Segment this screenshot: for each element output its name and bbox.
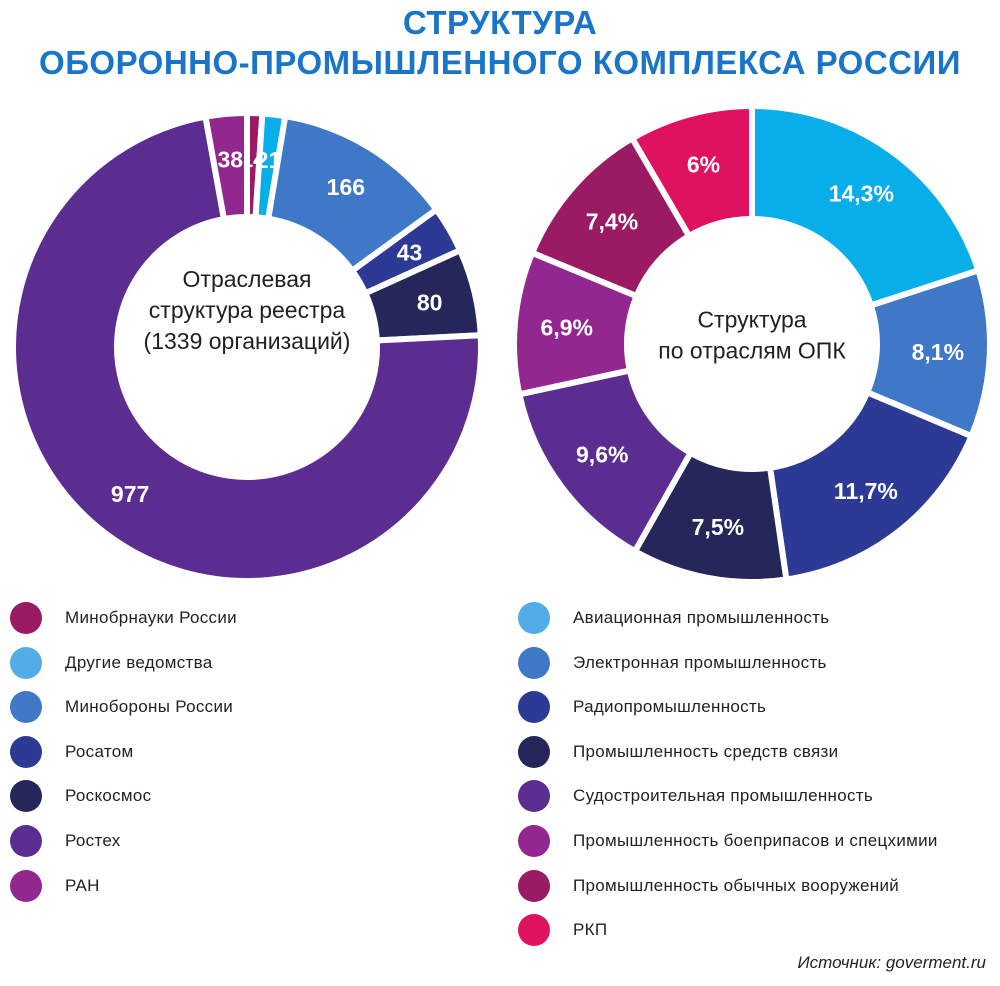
center-label-1-3: (1339 организаций) xyxy=(144,328,351,354)
legend-left-item: Минобрнауки России xyxy=(10,600,237,636)
slice-2-8 xyxy=(628,102,755,241)
legend-label: Промышленность средств связи xyxy=(573,741,839,761)
legend-label: Другие ведомства xyxy=(65,652,213,672)
legend-right-item: Промышленность обычных вооружений xyxy=(518,868,899,904)
legend-label: РАН xyxy=(65,875,100,895)
legend-swatch xyxy=(10,691,42,724)
legend-left-item: Росатом xyxy=(10,734,133,770)
legend-left-item: Роскосмос xyxy=(10,778,151,814)
legend-swatch xyxy=(518,691,550,724)
legend-left-item: Ростех xyxy=(10,823,121,859)
legend-left-item: РАН xyxy=(10,868,100,904)
center-label-1-1: Отраслевая xyxy=(183,266,312,292)
legend-right-item: Промышленность боеприпасов и спецхимии xyxy=(518,823,938,859)
legend-label: Роскосмос xyxy=(65,786,152,806)
slice-label-2-7: 7,4% xyxy=(586,209,638,235)
legend-label: Судостроительная промышленность xyxy=(573,786,874,806)
slice-label-2-3: 11,7% xyxy=(834,478,898,504)
legend-swatch xyxy=(10,869,42,902)
legend-label: Минобрнауки России xyxy=(65,608,237,627)
legend-swatch xyxy=(518,602,550,634)
legend-left-item: Другие ведомства xyxy=(10,645,213,681)
slice-label-2-8: 6% xyxy=(687,151,720,177)
legend-left-item: Минобороны России xyxy=(10,689,233,725)
slice-label-2-4: 7,5% xyxy=(692,514,744,540)
slice-label-2-2: 8,1% xyxy=(912,339,964,365)
legend-label: Электронная промышленность xyxy=(573,652,827,672)
legend-swatch xyxy=(518,869,550,902)
legend-label: Ростех xyxy=(65,831,121,850)
legend-label: Минобороны России xyxy=(65,697,234,717)
legend-label: РКП xyxy=(573,920,608,940)
legend-swatch xyxy=(518,735,550,768)
legend-swatch xyxy=(518,780,550,813)
legend-swatch xyxy=(10,602,42,634)
legend-label: Авиационная промышленность xyxy=(573,608,830,627)
legend-label: Росатом xyxy=(65,741,134,761)
title-line-2: ОБОРОННО-ПРОМЫШЛЕННОГО КОМПЛЕКСА РОССИИ xyxy=(39,44,961,81)
legend-label: Промышленность обычных вооружений xyxy=(573,875,900,895)
legend-swatch xyxy=(518,646,550,679)
slice-label-1-4: 43 xyxy=(397,239,423,265)
legend-right-item: Промышленность средств связи xyxy=(518,734,838,770)
legend-swatch xyxy=(518,825,550,857)
slice-label-1-7: 38 xyxy=(217,147,243,173)
slice-label-1-5: 80 xyxy=(417,290,443,316)
slice-1-6 xyxy=(10,113,484,584)
legend-right-item: Электронная промышленность xyxy=(518,645,827,681)
center-label-1-2: структура реестра xyxy=(149,297,346,323)
donut-chart-2: 14,3% 8,1% 11,7% 7,5% 9,6% 6,9% 7,4% 6% Структур… xyxy=(511,102,993,585)
slice-2-3 xyxy=(766,388,976,583)
legend-right-item: Радиопромышленность xyxy=(518,689,766,725)
legend-right-item: РКП xyxy=(518,912,607,948)
slice-2-1 xyxy=(749,102,983,310)
slice-label-2-5: 9,6% xyxy=(576,441,628,467)
title-line-1: СТРУКТУРА xyxy=(402,4,598,41)
slice-label-2-6: 6,9% xyxy=(541,314,593,340)
legend-swatch xyxy=(518,914,550,947)
source-note: Источник: goverment.ru xyxy=(797,953,986,972)
legend-swatch xyxy=(10,780,42,813)
legend-label: Радиопромышленность xyxy=(573,697,767,717)
legend-right-item: Авиационная промышленность xyxy=(518,600,829,636)
legend-swatch xyxy=(10,735,42,768)
legend-label: Промышленность боеприпасов и спецхимии xyxy=(573,831,938,850)
legend-swatch xyxy=(10,646,42,679)
center-label-2-2: по отраслям ОПК xyxy=(658,338,846,364)
slice-label-2-1: 14,3% xyxy=(829,181,894,207)
center-label-2-1: Структура xyxy=(697,307,806,333)
legend-swatch xyxy=(10,825,42,857)
slice-1-7 xyxy=(202,109,250,223)
slice-label-1-6: 977 xyxy=(111,481,149,507)
slice-label-1-3: 166 xyxy=(327,174,365,200)
legend-right-item: Судостроительная промышленность xyxy=(518,778,873,814)
